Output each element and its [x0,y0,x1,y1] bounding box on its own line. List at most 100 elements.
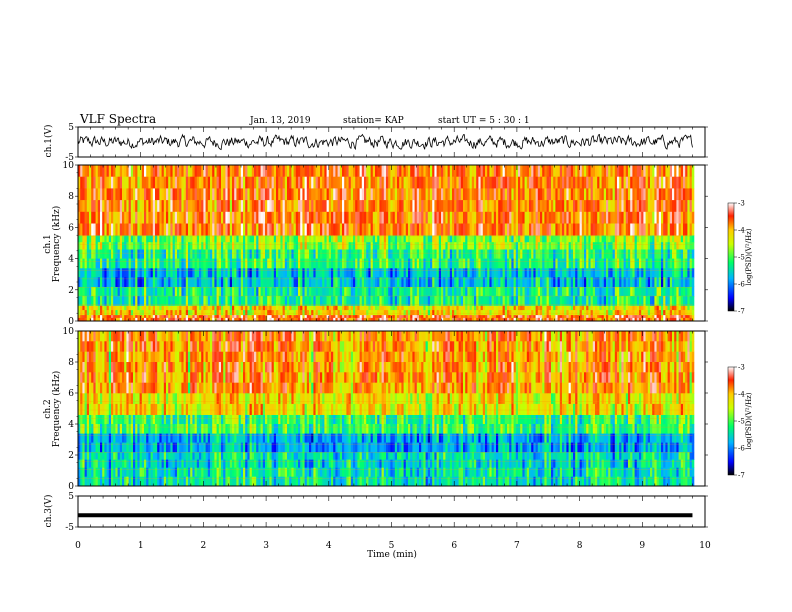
ch1-spectrogram-cell [392,242,396,250]
ch1-spectrogram-cell [328,314,332,319]
ch1-spectrogram-cell [205,249,209,259]
ch1-spectrogram-cell [203,223,206,236]
ch1-spectrogram-cell [436,200,440,213]
ch1-spectrogram-cell [247,310,250,316]
ch1-spectrogram-cell [119,268,123,278]
ch1-spectrogram-cell [564,277,567,287]
ch1-spectrogram-cell [346,296,349,306]
ch1-spectrogram-cell [474,242,477,250]
ch1-spectrogram-cell [194,165,198,177]
ch1-spectrogram-cell [212,314,215,319]
ch1-spectrogram-cell [614,314,618,319]
ch1-spectrogram-cell [361,317,365,322]
ch1-spectrogram-cell [410,268,413,278]
ch1-spectrogram-cell [115,258,118,269]
ch1-spectrogram-cell [667,211,671,224]
ch1-spectrogram-cell [652,258,655,269]
ch1-spectrogram-cell [557,235,561,243]
ch1-spectrogram-cell [546,165,550,177]
ch1-spectrogram-cell [513,305,517,311]
ch1-spectrogram-cell [100,176,103,189]
ch1-spectrogram-cell [441,242,444,250]
ch1-spectrogram-cell [194,242,198,250]
ch1-spectrogram-cell [326,235,330,243]
ch1-spectrogram-cell [575,176,578,189]
ch1-spectrogram-cell [346,165,349,177]
ch1-spectrogram-cell [247,296,250,306]
ch1-spectrogram-cell [392,211,396,224]
ch1-spectrogram-cell [667,235,671,243]
ch1-spectrogram-cell [86,296,90,306]
ch1-spectrogram-cell [218,176,222,189]
ch1-spectrogram-cell [555,188,558,201]
ch1-spectrogram-cell [280,258,283,269]
ch1-spectrogram-cell [159,296,162,306]
ch1-spectrogram-cell [656,286,660,297]
ch1-spectrogram-cell [416,286,420,297]
ch1-spectrogram-cell [416,310,420,316]
ch1-spectrogram-cell [608,296,611,306]
ch1-spectrogram-cell [586,258,589,269]
ch1-spectrogram-cell [632,188,635,201]
ch1-spectrogram-cell [665,317,668,322]
ch1-spectrogram-cell [612,176,616,189]
ch1-spectrogram-cell [641,200,644,213]
ch1-spectrogram-cell [535,268,539,278]
ch1-spectrogram-cell [405,305,409,311]
ch1-spectrogram-cell [111,258,114,269]
ch1-spectrogram-cell [214,305,217,311]
ch1-spectrogram-cell [324,235,327,243]
ch1-spectrogram-cell [144,176,147,189]
ch1-spectrogram-cell [124,305,127,311]
ch1-spectrogram-cell [287,286,290,297]
ch1-spectrogram-cell [124,258,127,269]
ch1-spectrogram-cell [337,249,341,259]
ch1-spectrogram-cell [212,296,215,306]
ch1-spectrogram-cell [278,235,281,243]
ch1-spectrogram-cell [570,258,574,269]
ch1-spectrogram-cell [111,317,114,322]
ch1-spectrogram-cell [546,223,550,236]
ch1-spectrogram-cell [467,305,470,311]
ch1-spectrogram-cell [590,211,594,224]
ch1-spectrogram-cell [260,242,264,250]
ch1-spectrogram-cell [124,242,127,250]
ch1-spectrogram-cell [474,310,477,316]
ch1-spectrogram-cell [621,223,624,236]
ch1-spectrogram-cell [465,211,468,224]
ch1-spectrogram-cell [436,314,440,319]
ch1-spectrogram-cell [128,211,132,224]
ch1-spectrogram-cell [447,200,451,213]
ch1-spectrogram-cell [260,296,264,306]
ch1-spectrogram-cell [361,188,365,201]
ch1-spectrogram-cell [458,188,462,201]
ch1-spectrogram-cell [216,249,220,259]
ch1-spectrogram-cell [137,258,140,269]
ch1-spectrogram-cell [183,317,187,322]
ch1-spectrogram-cell [265,165,268,177]
ch1-spectrogram-cell [249,268,253,278]
ch1-spectrogram-cell [161,242,165,250]
ch1-spectrogram-cell [614,176,618,189]
ch1-spectrogram-cell [192,235,195,243]
ch1-spectrogram-cell [370,235,374,243]
ch1-spectrogram-cell [95,165,99,177]
figure-title: VLF Spectra [79,112,156,126]
ch1-spectrogram-cell [425,296,429,306]
ch1-spectrogram-cell [258,296,261,306]
ch1-spectrogram-cell [441,165,444,177]
ch1-spectrogram-cell [240,277,244,287]
ch1-spectrogram-cell [232,277,235,287]
ch1-spectrogram-cell [432,258,435,269]
ch1-spectrogram-cell [91,258,94,269]
ch1-spectrogram-cell [342,176,345,189]
ch1-spectrogram-cell [557,277,561,287]
ch1-spectrogram-cell [179,242,182,250]
ch1-spectrogram-cell [535,165,539,177]
ch1-spectrogram-cell [632,317,635,322]
ch1-spectrogram-cell [293,268,297,278]
ch1-spectrogram-cell [381,242,385,250]
ch1-spectrogram-cell [203,200,206,213]
ch1-spectrogram-cell [344,258,347,269]
ch1-spectrogram-cell [291,223,294,236]
